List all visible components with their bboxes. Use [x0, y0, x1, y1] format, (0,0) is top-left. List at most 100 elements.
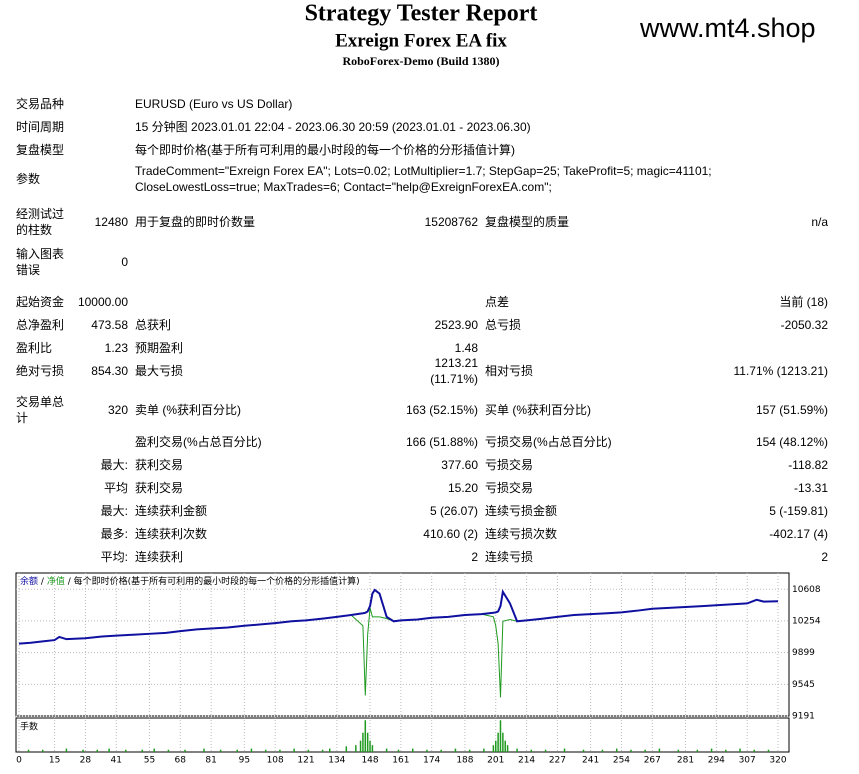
volume-bar	[544, 749, 547, 752]
volume-bar	[153, 748, 155, 752]
volume-bar	[767, 749, 770, 752]
volume-bar	[96, 749, 99, 752]
volume-bar	[630, 749, 632, 752]
volume-bar	[321, 749, 324, 752]
volume-bar	[454, 748, 457, 752]
watermark: www.mt4.shop	[639, 13, 816, 43]
legend-equity: 净值	[47, 575, 65, 587]
stat-label: 经测试过的柱数	[16, 207, 65, 237]
x-tick-label: 241	[582, 756, 599, 766]
volume-bar	[601, 749, 604, 752]
volume-bar	[677, 749, 680, 752]
stat-label: 点差	[485, 295, 510, 309]
stat-value: 11.71% (1213.21)	[733, 364, 828, 378]
x-tick-label: 95	[239, 756, 250, 766]
volume-bar	[615, 748, 618, 752]
y-tick-label: 9545	[792, 680, 815, 690]
volume-bar	[385, 748, 388, 752]
main-panel-frame	[15, 572, 790, 717]
x-tick-label: 55	[144, 756, 155, 766]
stat-label: 复盘模型的质量	[485, 215, 570, 229]
stat-value: 1.48	[454, 341, 478, 355]
stat-value: -13.31	[793, 481, 828, 495]
stat-label: 卖单 (%获利百分比)	[135, 403, 241, 417]
volume-bar	[219, 749, 222, 752]
volume-bar	[710, 748, 713, 752]
stat-label: 买单 (%获利百分比)	[485, 403, 591, 417]
x-tick-label: 15	[49, 756, 60, 766]
x-tick-label: 201	[487, 756, 504, 766]
volume-bar	[203, 748, 205, 752]
volume-bar	[499, 720, 502, 752]
volume-bar	[364, 720, 367, 752]
volume-bar	[293, 748, 295, 752]
stat-label: 总亏损	[485, 318, 522, 332]
x-tick-label: 41	[111, 756, 122, 766]
volume-bar	[124, 749, 127, 752]
volume-bar	[369, 740, 371, 752]
y-tick-label: 10254	[792, 616, 821, 626]
x-tick-label: 188	[456, 756, 473, 766]
server-build: RoboForex-Demo (Build 1380)	[342, 54, 499, 68]
stat-value: 0	[121, 255, 128, 269]
volume-bar	[516, 748, 518, 752]
volume-bar	[236, 749, 238, 752]
stat-value: 15208762	[424, 215, 478, 229]
stat-value: 平均	[103, 481, 128, 495]
x-tick-label: 134	[328, 756, 345, 766]
info-label: 交易品种	[16, 97, 65, 111]
y-tick-label: 9899	[792, 648, 815, 658]
stat-label: 绝对亏损	[16, 364, 65, 378]
volume-bar	[440, 749, 442, 752]
stat-label: 亏损交易	[485, 481, 534, 495]
volume-panel-frame	[15, 717, 790, 753]
volume-bar	[563, 748, 566, 752]
x-tick-label: 294	[708, 756, 725, 766]
legend-separator: /	[41, 577, 45, 587]
stat-value: 166 (51.88%)	[405, 435, 478, 449]
x-tick-label: 161	[392, 756, 409, 766]
volume-bar	[504, 740, 506, 752]
volume-bar	[41, 749, 44, 752]
stat-value: 当前 (18)	[779, 295, 828, 309]
stat-label: 起始资金	[16, 295, 65, 309]
stat-value: 2	[471, 550, 478, 564]
volume-bar	[426, 749, 428, 752]
stat-label: 亏损交易	[485, 458, 534, 472]
volume-label: 手数	[20, 721, 38, 733]
stat-value: 154 (48.12%)	[755, 435, 828, 449]
volume-bar	[27, 749, 30, 752]
y-tick-label: 10608	[792, 585, 821, 595]
legend-separator: /	[68, 577, 72, 587]
volume-bar	[468, 749, 471, 752]
volume-bar	[328, 748, 331, 752]
stat-value: n/a	[811, 215, 828, 229]
stat-value: 最大:	[100, 458, 128, 472]
stat-label: 交易单总计	[16, 395, 65, 425]
volume-bar	[362, 732, 364, 752]
stat-label: 输入图表错误	[16, 247, 65, 277]
stat-label: 总获利	[135, 318, 172, 332]
stat-label: 获利交易	[135, 458, 184, 472]
x-tick-label: 81	[205, 756, 216, 766]
volume-bar	[494, 740, 497, 752]
stat-value: 2	[821, 550, 828, 564]
x-tick-label: 28	[80, 756, 92, 766]
stat-label: 连续获利次数	[135, 527, 208, 541]
volume-bar	[345, 746, 348, 752]
volume-bar	[530, 749, 533, 752]
x-tick-label: 148	[361, 756, 378, 766]
info-label: 时间周期	[16, 120, 65, 134]
stat-value: 320	[107, 403, 128, 417]
x-tick-label: 174	[423, 756, 440, 766]
stat-value: -402.17 (4)	[769, 527, 828, 541]
x-tick-label: 320	[769, 756, 786, 766]
x-tick-label: 108	[267, 756, 284, 766]
x-tick-label: 254	[613, 756, 630, 766]
legend: 余额 / 净值 / 每个即时价格(基于所有可利用的最小时段的每一个价格的分形插值…	[20, 575, 360, 587]
volume-bar	[250, 748, 253, 752]
volume-bar	[506, 745, 509, 752]
volume-bar	[492, 745, 495, 752]
volume-bar	[184, 749, 186, 752]
